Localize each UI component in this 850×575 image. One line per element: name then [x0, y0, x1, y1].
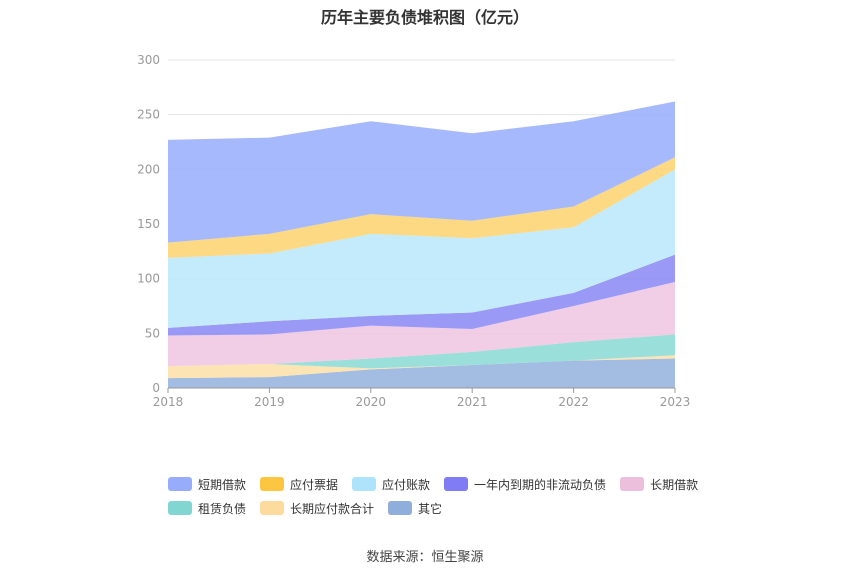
- legend-label: 应付票据: [290, 477, 339, 492]
- x-tick-label: 2023: [660, 395, 691, 409]
- y-tick-label: 300: [137, 53, 160, 67]
- legend-item-notes-payable[interactable]: 应付票据: [260, 476, 338, 493]
- series-area: [168, 355, 675, 379]
- stacked-area-chart: 0 50 100 150 200 250 300 2018 2019 2020 2021 2022 20…: [137, 53, 691, 409]
- y-tick-label: 0: [152, 381, 160, 395]
- series-area: [168, 334, 675, 369]
- series-area: [168, 254, 675, 336]
- series-area: [168, 281, 675, 367]
- series-area: [168, 157, 675, 258]
- legend-item-current-noncurrent-liabilities[interactable]: 一年内到期的非流动负债: [444, 476, 606, 493]
- legend-swatch: [168, 477, 192, 491]
- x-tick-label: 2020: [356, 395, 387, 409]
- y-tick-label: 200: [137, 162, 160, 176]
- legend-swatch: [444, 477, 469, 491]
- series-area: [168, 101, 675, 243]
- legend-item-short-term-loans[interactable]: 短期借款: [168, 476, 246, 493]
- legend-item-accounts-payable[interactable]: 应付账款: [352, 476, 430, 493]
- legend-label: 长期借款: [650, 477, 699, 492]
- data-source: 数据来源：恒生聚源: [366, 550, 484, 565]
- legend-label: 其它: [418, 501, 443, 516]
- legend-swatch: [260, 501, 285, 515]
- legend-item-long-term-loans[interactable]: 长期借款: [620, 476, 698, 493]
- x-tick-label: 2019: [254, 395, 285, 409]
- legend-item-long-term-payables[interactable]: 长期应付款合计: [260, 500, 374, 517]
- legend-label: 应付账款: [382, 477, 431, 492]
- legend-label: 长期应付款合计: [290, 501, 375, 516]
- legend-swatch: [620, 477, 645, 491]
- legend-label: 短期借款: [198, 477, 247, 492]
- chart-title: 历年主要负债堆积图（亿元）: [320, 8, 529, 27]
- legend: 短期借款 应付票据 应付账款 一年内到期的非流动负债 长期借款 租赁负债 长期应…: [168, 472, 728, 520]
- y-tick-label: 50: [145, 326, 160, 340]
- y-tick-label: 150: [137, 217, 160, 231]
- y-tick-label: 250: [137, 108, 160, 122]
- legend-item-lease-liabilities[interactable]: 租赁负债: [168, 500, 246, 517]
- legend-row-1: 短期借款 应付票据 应付账款 一年内到期的非流动负债 长期借款: [168, 472, 728, 496]
- x-tick-label: 2021: [457, 395, 488, 409]
- x-tick-label: 2022: [558, 395, 589, 409]
- legend-swatch: [168, 501, 192, 515]
- legend-swatch: [388, 501, 413, 515]
- legend-label: 一年内到期的非流动负债: [474, 477, 607, 492]
- series-area: [168, 169, 675, 328]
- y-tick-label: 100: [137, 272, 160, 286]
- legend-label: 租赁负债: [198, 501, 247, 516]
- legend-row-2: 租赁负债 长期应付款合计 其它: [168, 496, 728, 520]
- legend-swatch: [352, 477, 377, 491]
- legend-item-other[interactable]: 其它: [388, 500, 442, 517]
- legend-swatch: [260, 477, 285, 491]
- x-tick-label: 2018: [153, 395, 184, 409]
- series-area: [168, 358, 675, 388]
